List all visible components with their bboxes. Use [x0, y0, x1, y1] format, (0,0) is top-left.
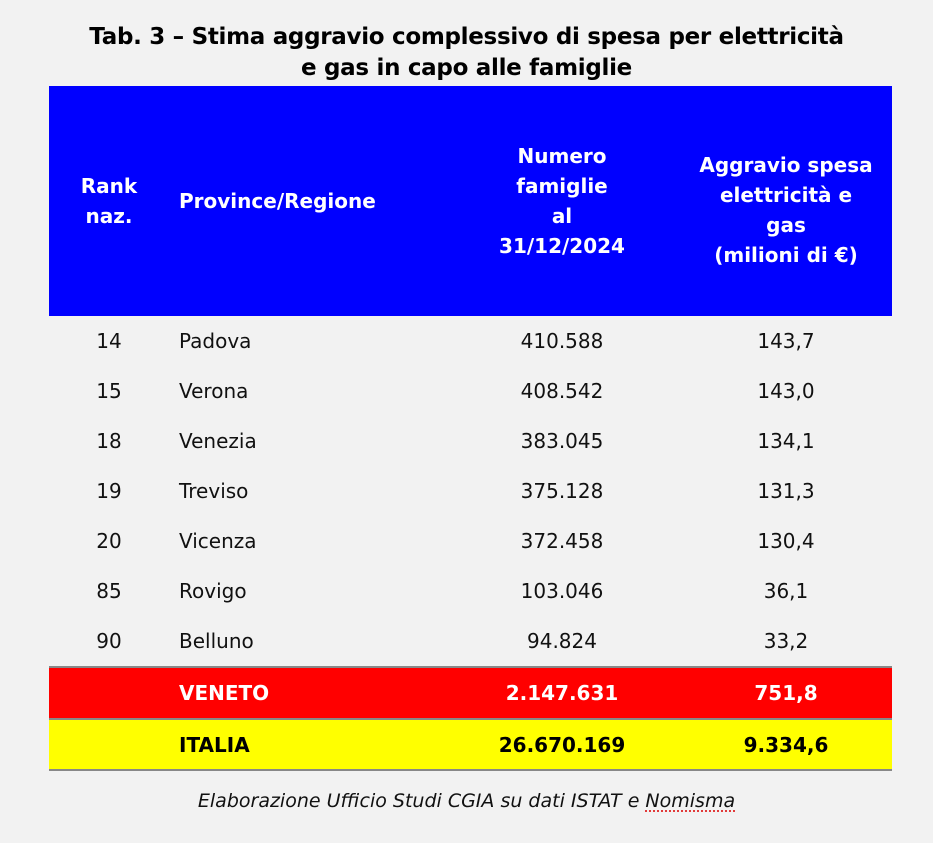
- header-aggravio: Aggravio spesa elettricità e gas (milion…: [676, 150, 896, 270]
- header-province: Province/Regione: [179, 189, 376, 213]
- families-value: 383.045: [520, 429, 604, 453]
- data-table: Rank naz. Province/Regione Numero famigl…: [49, 86, 892, 771]
- rank-value: 18: [96, 429, 122, 453]
- header-text: naz.: [85, 204, 133, 228]
- province-name: Padova: [179, 329, 252, 353]
- rank-value: 90: [96, 629, 122, 653]
- title-line-2: e gas in capo alle famiglie: [301, 55, 632, 81]
- header-text: gas: [766, 213, 806, 238]
- families-value: 372.458: [520, 529, 604, 553]
- province-name: Verona: [179, 379, 249, 403]
- cost-value: 33,2: [763, 629, 809, 653]
- cost-value: 134,1: [757, 429, 815, 453]
- source-text: Elaborazione Ufficio Studi CGIA su dati …: [197, 790, 646, 812]
- header-text: elettricità e: [719, 183, 853, 208]
- header-numero: Numero famiglie al 31/12/2024: [462, 141, 662, 261]
- cost-value: 143,7: [757, 329, 815, 353]
- header-text: Numero: [517, 144, 607, 168]
- families-value: 408.542: [520, 379, 604, 403]
- header-text: famiglie: [516, 174, 608, 198]
- families-value: 2.147.631: [505, 681, 619, 705]
- cost-value: 36,1: [763, 579, 809, 603]
- row-italia: ITALIA 26.670.169 9.334,6: [49, 720, 892, 771]
- families-value: 26.670.169: [498, 732, 626, 757]
- table-row: 14 Padova 410.588 143,7: [49, 316, 892, 366]
- cost-value: 131,3: [757, 479, 815, 503]
- header-text: Aggravio spesa: [699, 153, 873, 178]
- table-row: 20 Vicenza 372.458 130,4: [49, 516, 892, 566]
- table-row: 15 Verona 408.542 143,0: [49, 366, 892, 416]
- province-name: Treviso: [179, 479, 249, 503]
- source-note: Elaborazione Ufficio Studi CGIA su dati …: [0, 790, 933, 812]
- table-header: Rank naz. Province/Regione Numero famigl…: [49, 86, 892, 316]
- table-row: 90 Belluno 94.824 33,2: [49, 616, 892, 666]
- header-text: al: [551, 204, 573, 228]
- province-name: Belluno: [179, 629, 254, 653]
- table-row: 18 Venezia 383.045 134,1: [49, 416, 892, 466]
- province-name: Vicenza: [179, 529, 257, 553]
- cost-value: 9.334,6: [743, 732, 829, 757]
- cost-value: 751,8: [754, 681, 818, 705]
- province-name: Venezia: [179, 429, 257, 453]
- cost-value: 130,4: [757, 529, 815, 553]
- rank-value: 20: [96, 529, 122, 553]
- rank-value: 15: [96, 379, 122, 403]
- row-veneto: VENETO 2.147.631 751,8: [49, 666, 892, 720]
- families-value: 410.588: [520, 329, 604, 353]
- country-name: ITALIA: [179, 732, 250, 757]
- source-text-underlined: Nomisma: [645, 790, 736, 812]
- families-value: 94.824: [527, 629, 597, 653]
- rank-value: 85: [96, 579, 122, 603]
- cost-value: 143,0: [757, 379, 815, 403]
- table-title: Tab. 3 – Stima aggravio complessivo di s…: [0, 22, 933, 84]
- families-value: 375.128: [520, 479, 604, 503]
- rank-value: 19: [96, 479, 122, 503]
- table-row: 85 Rovigo 103.046 36,1: [49, 566, 892, 616]
- title-line-1: Tab. 3 – Stima aggravio complessivo di s…: [89, 24, 844, 50]
- header-rank: Rank naz.: [79, 171, 139, 231]
- families-value: 103.046: [520, 579, 604, 603]
- rank-value: 14: [96, 329, 122, 353]
- province-name: Rovigo: [179, 579, 247, 603]
- region-name: VENETO: [179, 681, 270, 705]
- header-text: (milioni di €): [714, 243, 858, 268]
- header-text: 31/12/2024: [499, 234, 625, 258]
- table-row: 19 Treviso 375.128 131,3: [49, 466, 892, 516]
- header-text: Rank: [80, 174, 138, 198]
